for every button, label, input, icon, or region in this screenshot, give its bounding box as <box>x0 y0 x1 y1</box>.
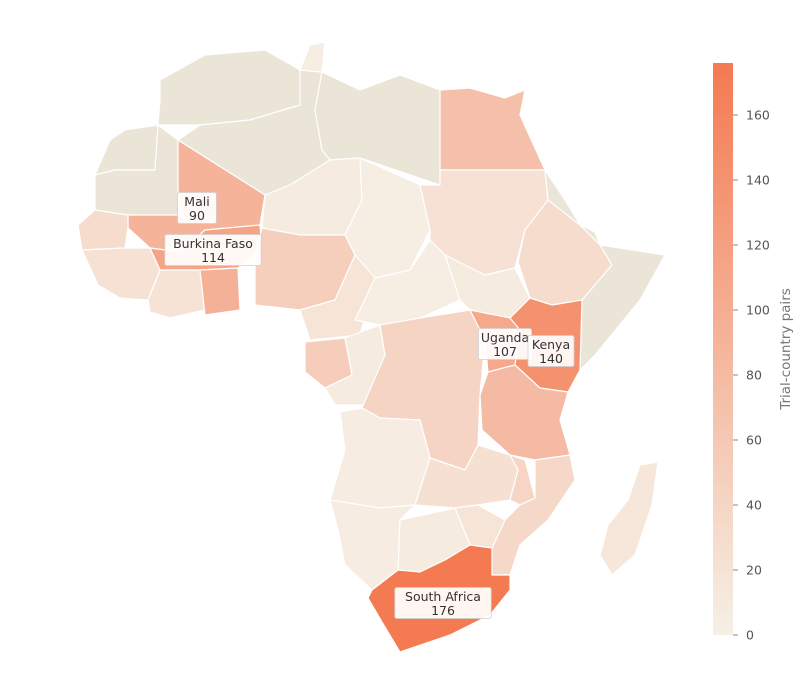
colorbar-gradient <box>713 63 733 635</box>
country-somalia[interactable] <box>579 244 666 371</box>
map-label-value: 140 <box>539 351 563 366</box>
country-western-sahara[interactable] <box>94 124 159 176</box>
map-label-value: 107 <box>493 344 517 359</box>
colorbar: 0 20 40 60 80 100 120 140 160 Trial-country pair… <box>713 63 794 643</box>
colorbar-tick-label: 0 <box>746 628 754 643</box>
colorbar-tick-label: 40 <box>746 498 762 513</box>
colorbar-tick-label: 140 <box>746 173 770 188</box>
country-senegal[interactable] <box>77 209 129 251</box>
colorbar-tick-label: 120 <box>746 238 770 253</box>
country-egypt[interactable] <box>439 87 546 171</box>
map-label-country-name: Uganda <box>481 330 529 345</box>
country-cote-divoire[interactable] <box>147 269 206 319</box>
map-label-value: 114 <box>201 250 225 265</box>
colorbar-tick-label: 100 <box>746 303 770 318</box>
colorbar-tick-label: 20 <box>746 563 762 578</box>
countries-layer <box>77 41 666 653</box>
map-label-box <box>177 192 217 224</box>
map-label-box <box>527 335 575 367</box>
map-label-box <box>164 234 262 266</box>
map-label-country-name: Burkina Faso <box>173 236 253 251</box>
country-sudan[interactable] <box>419 169 549 276</box>
country-angola[interactable] <box>329 407 431 509</box>
colorbar-tick-label: 160 <box>746 108 770 123</box>
colorbar-tick-label: 60 <box>746 433 762 448</box>
colorbar-tick-label: 80 <box>746 368 762 383</box>
country-madagascar[interactable] <box>599 461 659 576</box>
country-libya[interactable] <box>314 71 441 186</box>
map-label-country-name: Mali <box>184 194 209 209</box>
colorbar-ticks: 0 20 40 60 80 100 120 140 160 <box>733 108 770 643</box>
country-ghana[interactable] <box>199 267 241 316</box>
colorbar-title: Trial-country pairs <box>778 288 794 411</box>
country-tunisia[interactable] <box>299 41 326 73</box>
country-djibouti[interactable] <box>579 224 601 246</box>
map-label-country-name: Kenya <box>532 337 570 352</box>
map-label-value: 90 <box>189 208 205 223</box>
map-label-box <box>394 587 492 619</box>
map-label-value: 176 <box>431 603 455 618</box>
country-guinea[interactable] <box>81 247 161 301</box>
map-label-country-name: South Africa <box>405 589 481 604</box>
